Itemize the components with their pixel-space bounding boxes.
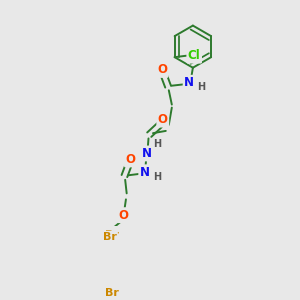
Text: O: O: [157, 64, 167, 76]
Text: O: O: [118, 209, 128, 222]
Text: N: N: [142, 147, 152, 160]
Text: H: H: [154, 140, 162, 149]
Text: O: O: [158, 113, 168, 126]
Text: N: N: [140, 166, 150, 179]
Text: Br: Br: [104, 230, 118, 240]
Text: O: O: [125, 153, 135, 166]
Text: Br: Br: [103, 232, 116, 242]
Text: Br: Br: [105, 288, 118, 298]
Text: H: H: [153, 172, 161, 182]
Text: Cl: Cl: [188, 49, 201, 62]
Text: H: H: [197, 82, 205, 92]
Text: N: N: [184, 76, 194, 89]
